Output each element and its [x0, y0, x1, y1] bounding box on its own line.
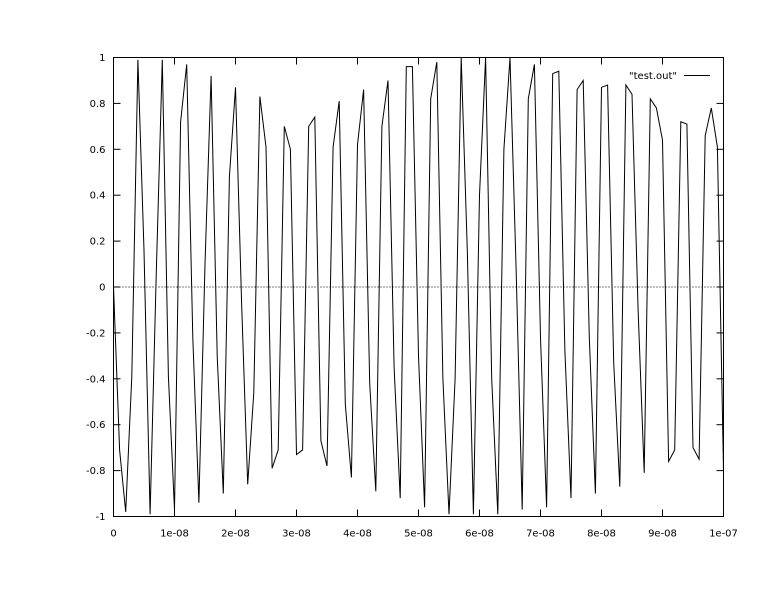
x-tick-label: 0	[110, 529, 116, 540]
y-tick-label: -0.4	[86, 374, 106, 385]
y-tick-label: -1	[96, 512, 106, 523]
x-tick-label: 3e-08	[282, 529, 311, 540]
y-tick-label: -0.2	[86, 328, 106, 339]
y-tick-label: 1	[99, 53, 105, 64]
series-layer	[113, 57, 724, 515]
x-tick-label: 2e-08	[221, 529, 250, 540]
x-tick-label: 1e-07	[709, 529, 738, 540]
x-tick-label: 5e-08	[404, 529, 433, 540]
x-tick-label: 7e-08	[526, 529, 555, 540]
y-tick-label: 0.6	[90, 145, 106, 156]
legend: "test.out"	[629, 71, 710, 82]
y-tick-label: 0.4	[90, 191, 106, 202]
y-tick-label: -0.6	[86, 420, 106, 431]
y-tick-label: 0	[99, 283, 105, 294]
y-tick-label: -0.8	[86, 466, 106, 477]
y-tick-label: 0.2	[90, 237, 106, 248]
x-tick-label: 8e-08	[587, 529, 616, 540]
x-tick-label: 9e-08	[648, 529, 677, 540]
plot-frame	[113, 57, 724, 517]
x-tick-label: 1e-08	[160, 529, 189, 540]
y-tick-label: 0.8	[90, 99, 106, 110]
series-line	[113, 57, 724, 515]
x-tick-label: 4e-08	[343, 529, 372, 540]
legend-label: "test.out"	[629, 71, 677, 82]
ticks-layer: 1 0.8 0.6 0.4 0.2 0 -0.2 -0.4 -0.6 -0.8 -1 0 1e-08 2e…	[86, 53, 738, 540]
x-tick-label: 6e-08	[465, 529, 494, 540]
